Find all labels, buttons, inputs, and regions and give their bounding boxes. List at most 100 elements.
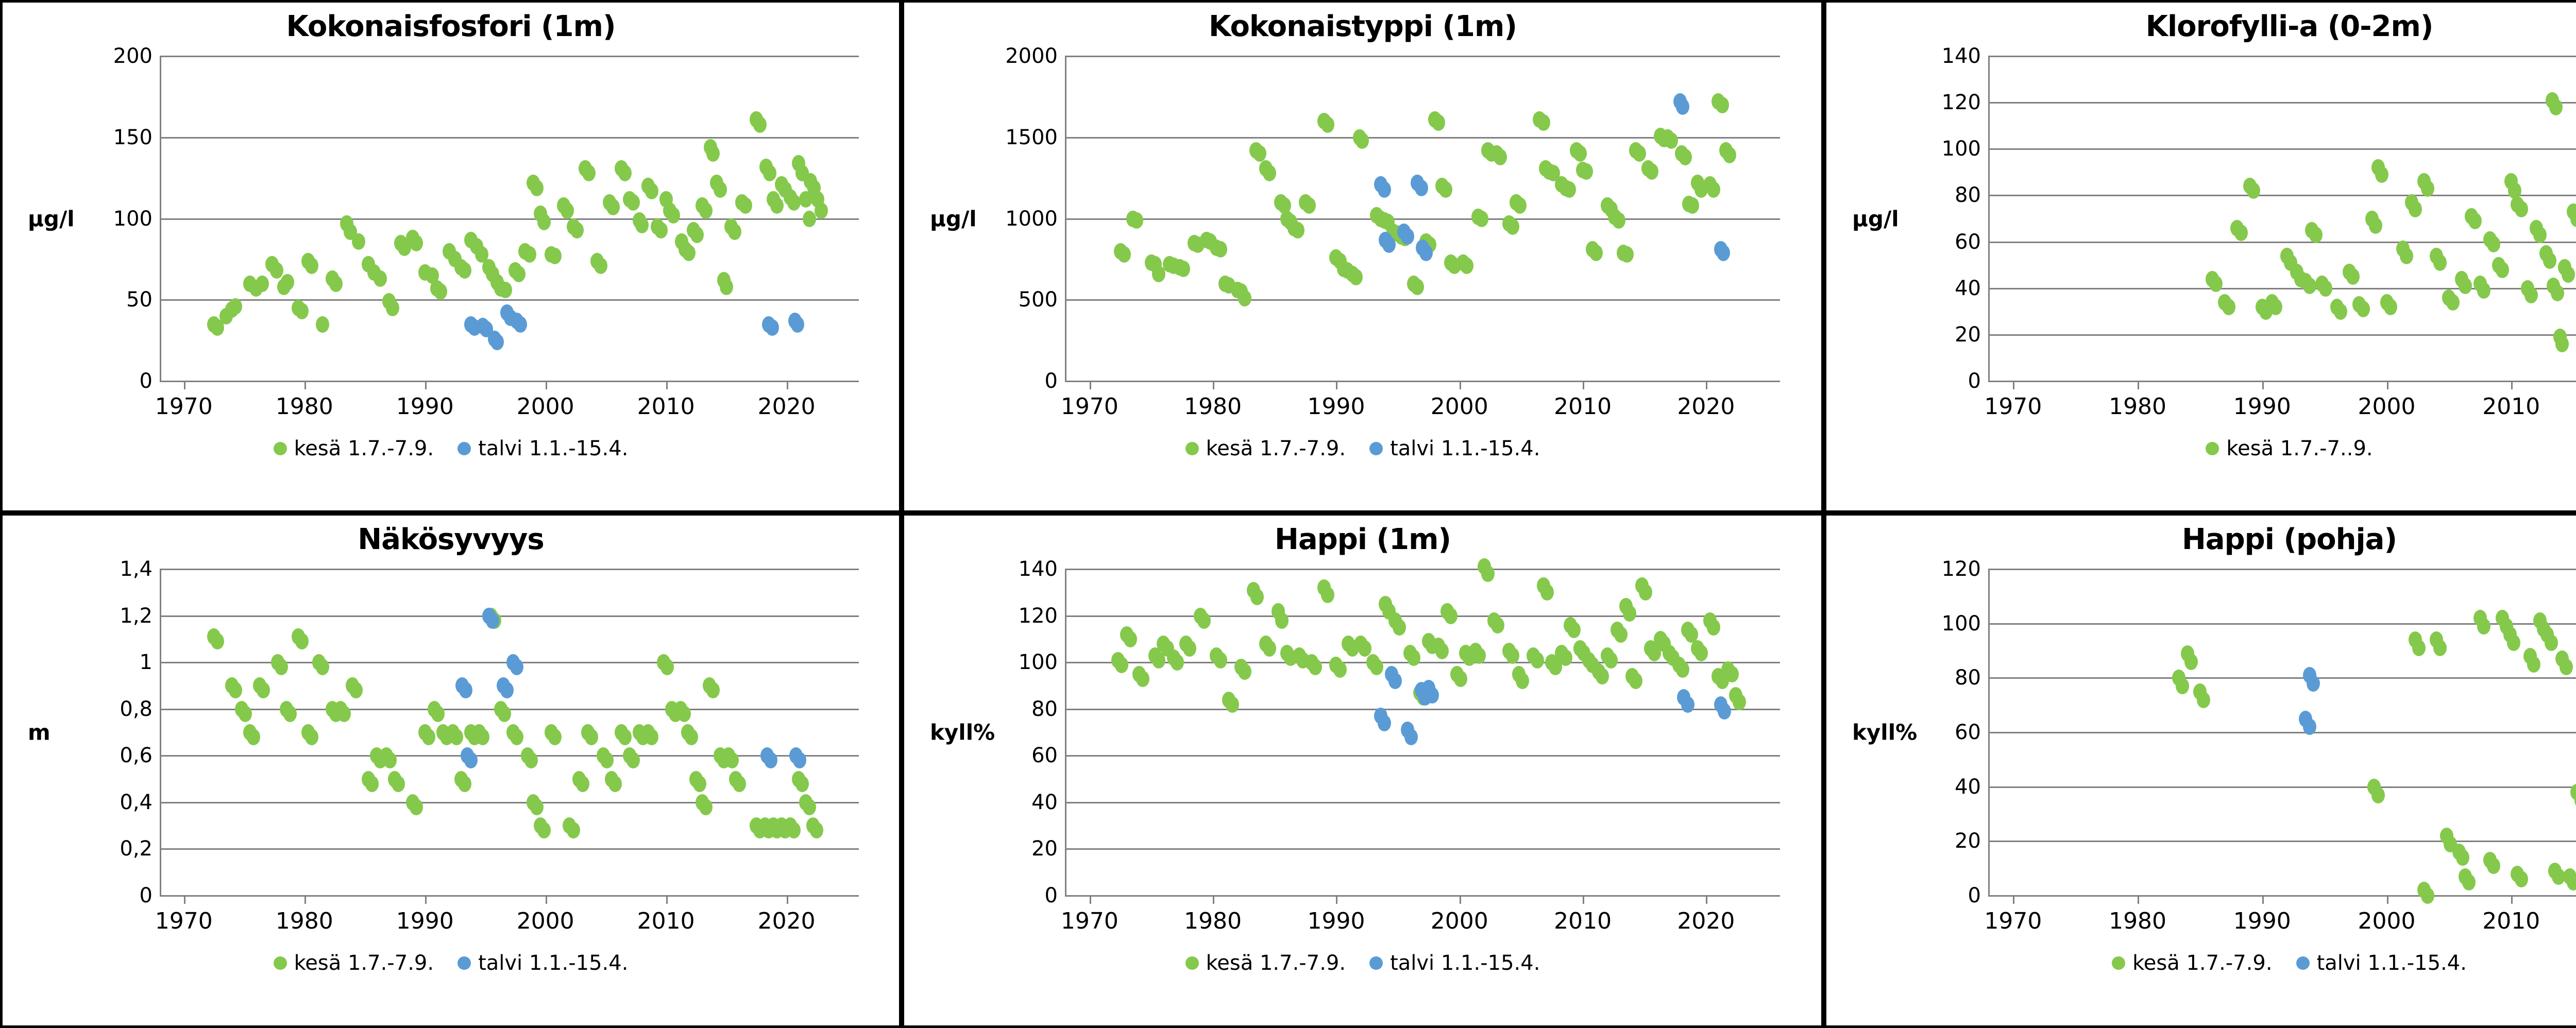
x-axis-tick-mark — [786, 896, 788, 904]
data-point-summer — [524, 752, 538, 769]
data-point-summer — [269, 262, 283, 279]
y-axis-tick-label: 100 — [1941, 137, 1981, 161]
gridline — [1988, 732, 2576, 733]
legend-item-summer[interactable]: kesä 1.7.-7.9. — [2112, 951, 2273, 975]
data-point-summer — [2552, 868, 2566, 885]
chart-panel-klorofylli-a: Klorofylli-a (0-2m) 0 20 40 60 80 100 120 140 µg… — [1824, 0, 2576, 513]
data-point-summer — [1623, 605, 1637, 622]
gridline — [160, 299, 859, 301]
data-point-summer — [281, 273, 294, 290]
gridline — [1065, 218, 1780, 220]
data-point-summer — [1472, 647, 1486, 664]
data-point-winter — [1377, 714, 1391, 731]
legend-item-summer[interactable]: kesä 1.7.-7.9. — [273, 951, 434, 975]
data-point-summer — [1238, 290, 1252, 307]
data-point-summer — [1253, 145, 1267, 162]
gridline — [160, 895, 859, 897]
chart-panel-nakosyvyys: Näkösyvyys 0 0,2 0,4 0,6 0,8 1 1,2 1,4 m 1970 1980… — [0, 513, 902, 1028]
data-point-summer — [1263, 640, 1277, 657]
data-point-summer — [2514, 201, 2528, 218]
data-point-summer — [476, 729, 490, 746]
y-axis-tick-label: 1,4 — [120, 557, 152, 581]
legend-swatch-blue-circle-icon — [2296, 956, 2310, 970]
legend-item-winter[interactable]: talvi 1.1.-15.4. — [1369, 437, 1540, 460]
x-axis-tick-mark — [1089, 896, 1091, 904]
data-point-summer — [1115, 656, 1129, 673]
data-point-summer — [1540, 584, 1554, 601]
data-point-summer — [713, 181, 727, 198]
y-axis-line — [1065, 569, 1066, 896]
y-axis-tick-label: 100 — [1941, 611, 1981, 636]
y-axis-tick-label: 140 — [1018, 557, 1058, 581]
data-point-summer — [682, 244, 696, 261]
data-point-summer — [725, 752, 739, 769]
data-point-summer — [1686, 197, 1700, 214]
x-axis-tick-label: 2020 — [757, 908, 816, 934]
y-axis-tick-label: 40 — [1955, 775, 1981, 799]
legend-item-summer[interactable]: kesä 1.7.-7..9. — [2206, 437, 2373, 460]
gridline — [1988, 569, 2576, 570]
chart-panel-kokonaistyppi: Kokonaistyppi (1m) 0 500 1000 1500 2000 µg/l 1… — [902, 0, 1824, 513]
data-point-summer — [1493, 148, 1507, 165]
data-point-summer — [584, 729, 598, 746]
data-point-summer — [1684, 626, 1698, 643]
x-axis-tick-mark — [1459, 381, 1461, 389]
gridline — [160, 136, 859, 139]
data-point-summer — [2507, 634, 2521, 651]
gridline — [160, 56, 859, 57]
data-point-winter — [1718, 703, 1732, 720]
x-axis-tick-mark — [545, 381, 547, 389]
page-title: Klorofylli-a (0-2m) — [2145, 10, 2434, 43]
y-axis-tick-label: 0 — [1044, 369, 1058, 393]
legend-item-winter[interactable]: talvi 1.1.-15.4. — [457, 951, 628, 975]
data-point-winter — [485, 612, 499, 629]
data-point-summer — [2527, 656, 2540, 673]
data-point-summer — [1432, 114, 1446, 131]
data-point-summer — [457, 262, 471, 279]
data-point-summer — [582, 165, 596, 182]
x-axis-tick-mark — [183, 381, 185, 389]
x-axis-tick-label: 2010 — [2482, 908, 2540, 934]
data-point-summer — [2555, 335, 2569, 352]
legend-swatch-green-circle-icon — [1185, 956, 1199, 970]
legend-item-winter[interactable]: talvi 1.1.-15.4. — [1369, 951, 1540, 975]
y-axis-line — [160, 56, 161, 381]
data-point-summer — [2567, 873, 2576, 890]
data-point-summer — [1355, 132, 1369, 149]
y-axis-unit-label: µg/l — [1852, 206, 1899, 231]
gridline — [1988, 334, 2576, 336]
y-axis-line — [1988, 569, 1990, 896]
data-point-summer — [2246, 182, 2260, 199]
data-point-summer — [2574, 792, 2576, 809]
y-axis-unit-label: kyll% — [930, 719, 995, 745]
data-point-summer — [1435, 642, 1449, 659]
data-point-summer — [1151, 265, 1165, 282]
x-axis-tick-label: 2000 — [2358, 393, 2416, 420]
legend-item-winter[interactable]: talvi 1.1.-15.4. — [2296, 951, 2467, 975]
x-axis-tick-mark — [786, 381, 788, 389]
x-axis-tick-mark — [2013, 896, 2015, 904]
y-axis-tick-label: 0,8 — [120, 697, 152, 721]
y-axis-tick-label: 0 — [1968, 884, 1981, 907]
data-point-summer — [229, 298, 243, 315]
gridline — [1065, 136, 1780, 139]
data-point-summer — [2383, 298, 2397, 315]
data-point-summer — [699, 798, 713, 815]
gridline — [1988, 841, 2576, 843]
data-point-winter — [1377, 181, 1391, 198]
data-point-summer — [2368, 217, 2382, 234]
legend-item-summer[interactable]: kesä 1.7.-7.9. — [273, 437, 434, 460]
data-point-summer — [1197, 612, 1211, 629]
data-point-summer — [352, 233, 366, 250]
data-point-summer — [2409, 201, 2422, 218]
legend-label: kesä 1.7.-7.9. — [294, 951, 434, 975]
data-point-summer — [1589, 244, 1603, 261]
data-point-summer — [1530, 652, 1544, 669]
data-point-summer — [1129, 212, 1143, 229]
y-axis-tick-label: 2000 — [1005, 44, 1058, 68]
legend-item-summer[interactable]: kesä 1.7.-7.9. — [1185, 437, 1346, 460]
legend-item-summer[interactable]: kesä 1.7.-7.9. — [1185, 951, 1346, 975]
legend-item-winter[interactable]: talvi 1.1.-15.4. — [457, 437, 628, 460]
data-point-summer — [1439, 181, 1453, 198]
data-point-summer — [1706, 181, 1720, 198]
